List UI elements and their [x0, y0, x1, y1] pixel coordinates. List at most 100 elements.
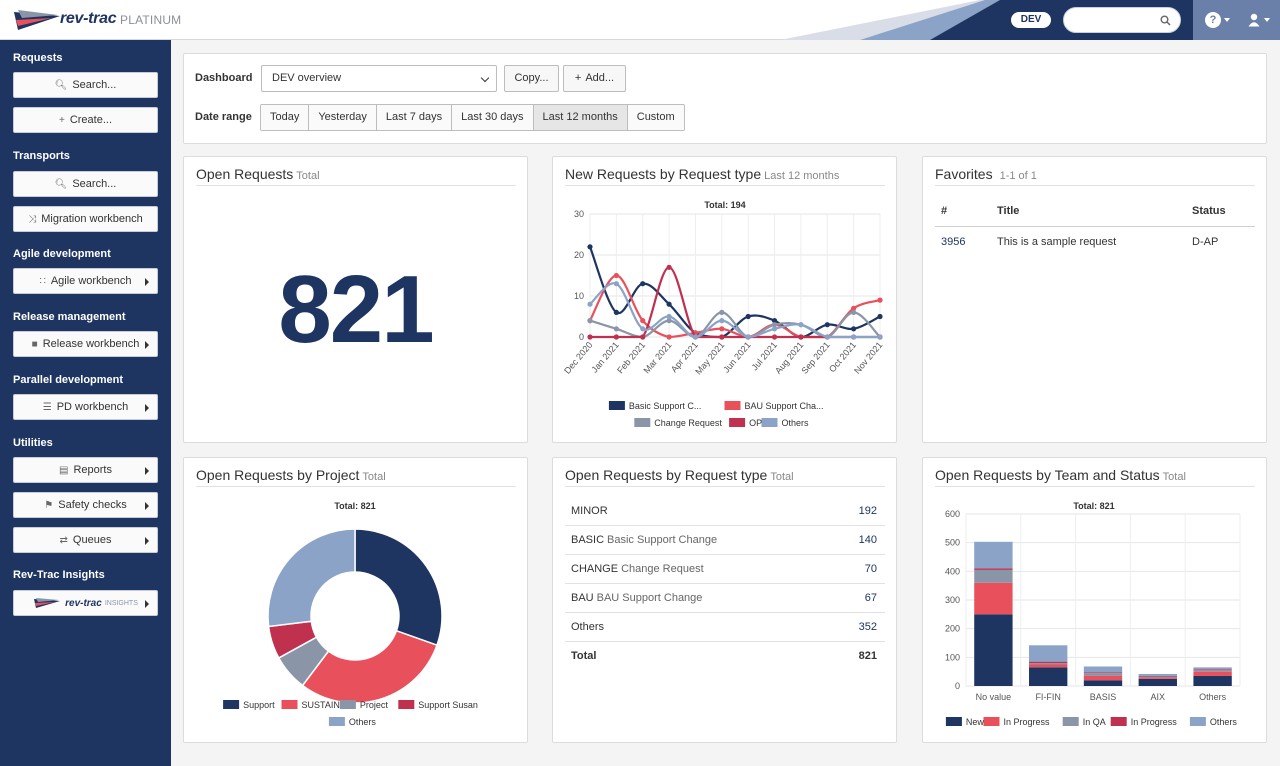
chart-title: Total: 821: [1073, 501, 1114, 511]
by-team-stacked-bar-chart: Total: 821 0 100 200 300 400 500 600 No value FI-…: [945, 501, 1241, 727]
legend-label: New: [966, 717, 985, 727]
y-tick-label: 100: [945, 652, 960, 662]
request-type-count[interactable]: 70: [864, 563, 877, 575]
by-team-title: Open Requests by Team and Status Total: [935, 467, 1186, 483]
data-point: [613, 326, 619, 332]
user-icon[interactable]: [1248, 13, 1260, 27]
brand-name: rev-trac: [60, 10, 117, 27]
data-point: [771, 334, 778, 340]
reports-button[interactable]: ▤ Reports: [13, 457, 158, 483]
data-point: [771, 326, 778, 332]
global-search-input[interactable]: [1063, 7, 1181, 33]
chart-title: Total: 821: [334, 501, 375, 511]
migration-workbench-button[interactable]: ⤨ Migration workbench: [13, 206, 158, 232]
by-type-title-text: Open Requests by Request type: [565, 467, 768, 483]
request-type-count[interactable]: 140: [858, 534, 877, 546]
data-point: [587, 244, 593, 250]
x-tick-label: Nov 2021: [852, 340, 884, 376]
legend-label: In QA: [1083, 717, 1106, 727]
by-project-subtitle: Total: [362, 471, 386, 483]
request-type-count[interactable]: 67: [864, 592, 877, 604]
request-type-count[interactable]: 352: [858, 621, 877, 633]
user-menu-caret[interactable]: [1264, 18, 1270, 22]
data-point: [771, 322, 778, 328]
range-last-30-days[interactable]: Last 30 days: [452, 105, 534, 130]
request-type-count[interactable]: 192: [858, 505, 877, 517]
legend-label: OP: [749, 418, 762, 428]
request-type-name: MINOR: [571, 505, 611, 517]
range-yesterday[interactable]: Yesterday: [309, 105, 377, 130]
add-dashboard-button[interactable]: + Add...: [563, 65, 626, 92]
bar-segment: [1083, 680, 1123, 686]
search-icon[interactable]: [1160, 15, 1171, 26]
table-row[interactable]: Others 352: [565, 613, 885, 642]
request-type-name: Others: [571, 621, 607, 633]
rev-trac-logo[interactable]: [12, 6, 62, 34]
requests-search-button[interactable]: 🔍︎ Search...: [13, 72, 158, 98]
legend-label: BAU Support Cha...: [745, 401, 824, 411]
legend-swatch: [729, 418, 746, 427]
table-row[interactable]: BAU BAU Support Change 67: [565, 584, 885, 613]
legend-label: Others: [349, 717, 377, 727]
submenu-arrow-icon: [145, 341, 149, 349]
transports-search-button[interactable]: 🔍︎ Search...: [13, 171, 158, 197]
bar-segment: [1029, 663, 1068, 665]
y-tick-label: 20: [574, 250, 584, 260]
range-today[interactable]: Today: [261, 105, 310, 130]
range-last-7-days[interactable]: Last 7 days: [376, 105, 453, 130]
copy-dashboard-button[interactable]: Copy...: [504, 65, 559, 92]
queues-button[interactable]: ⇄ Queues: [13, 527, 158, 553]
total-value: 821: [858, 650, 877, 662]
new-requests-title-text: New Requests by Request type: [565, 166, 762, 182]
dashboard-select[interactable]: DEV overview: [261, 65, 497, 92]
range-last-12-months[interactable]: Last 12 months: [533, 105, 628, 130]
legend-swatch: [634, 418, 651, 427]
request-type-code: BAU: [571, 592, 594, 604]
x-tick-label: AIX: [1151, 692, 1166, 702]
data-point: [877, 334, 883, 340]
data-point: [851, 305, 857, 311]
legend-label: Support: [243, 700, 275, 710]
table-row[interactable]: CHANGE Change Request 70: [565, 555, 885, 584]
report-icon: ▤: [59, 464, 69, 476]
bar-segment: [1083, 672, 1123, 674]
new-requests-title: New Requests by Request type Last 12 mont…: [565, 166, 839, 182]
revtrac-logo-icon: [34, 598, 61, 608]
dashboard-label: Dashboard: [195, 72, 253, 84]
request-type-name: CHANGE Change Request: [571, 563, 704, 575]
data-point: [613, 272, 619, 279]
date-range-selector: Today Yesterday Last 7 days Last 30 days…: [260, 104, 685, 131]
sidebar-heading-utilities: Utilities: [13, 437, 53, 449]
open-requests-title-text: Open Requests: [196, 166, 294, 182]
table-row[interactable]: BASIC Basic Support Change 140: [565, 526, 885, 555]
bar-segment: [1029, 661, 1068, 664]
help-icon[interactable]: ?: [1205, 12, 1221, 28]
submenu-arrow-icon: [145, 537, 149, 545]
data-point: [640, 281, 646, 287]
data-point: [666, 334, 672, 340]
legend-label: In Progress: [1004, 717, 1051, 727]
help-menu-caret[interactable]: [1224, 18, 1230, 22]
x-tick-label: FI-FIN: [1035, 692, 1061, 702]
bar-segment: [974, 614, 1013, 686]
table-total-row: Total 821: [565, 642, 885, 671]
migration-workbench-label: Migration workbench: [41, 213, 143, 225]
revtrac-insights-button[interactable]: rev-trac INSIGHTS: [13, 590, 158, 616]
x-tick-label: Jun 2021: [721, 340, 752, 375]
range-custom[interactable]: Custom: [627, 105, 684, 130]
favorite-request-id[interactable]: 3956: [941, 236, 966, 248]
open-requests-count[interactable]: 821: [278, 256, 434, 363]
shuffle-icon: ⤨: [28, 213, 37, 225]
requests-create-button[interactable]: + Create...: [13, 107, 158, 133]
pd-workbench-button[interactable]: ☰ PD workbench: [13, 394, 158, 420]
safety-checks-button[interactable]: ⚑ Safety checks: [13, 492, 158, 518]
request-type-code: Others: [571, 621, 605, 633]
release-workbench-button[interactable]: ■ Release workbench: [13, 331, 158, 357]
data-point: [771, 318, 778, 324]
x-tick-label: BASIS: [1090, 692, 1117, 702]
data-point: [666, 318, 672, 324]
table-row[interactable]: MINOR 192: [565, 497, 885, 526]
x-tick-label: No value: [976, 692, 1012, 702]
agile-workbench-button[interactable]: ∷ Agile workbench: [13, 268, 158, 294]
requests-create-label: Create...: [69, 114, 113, 126]
